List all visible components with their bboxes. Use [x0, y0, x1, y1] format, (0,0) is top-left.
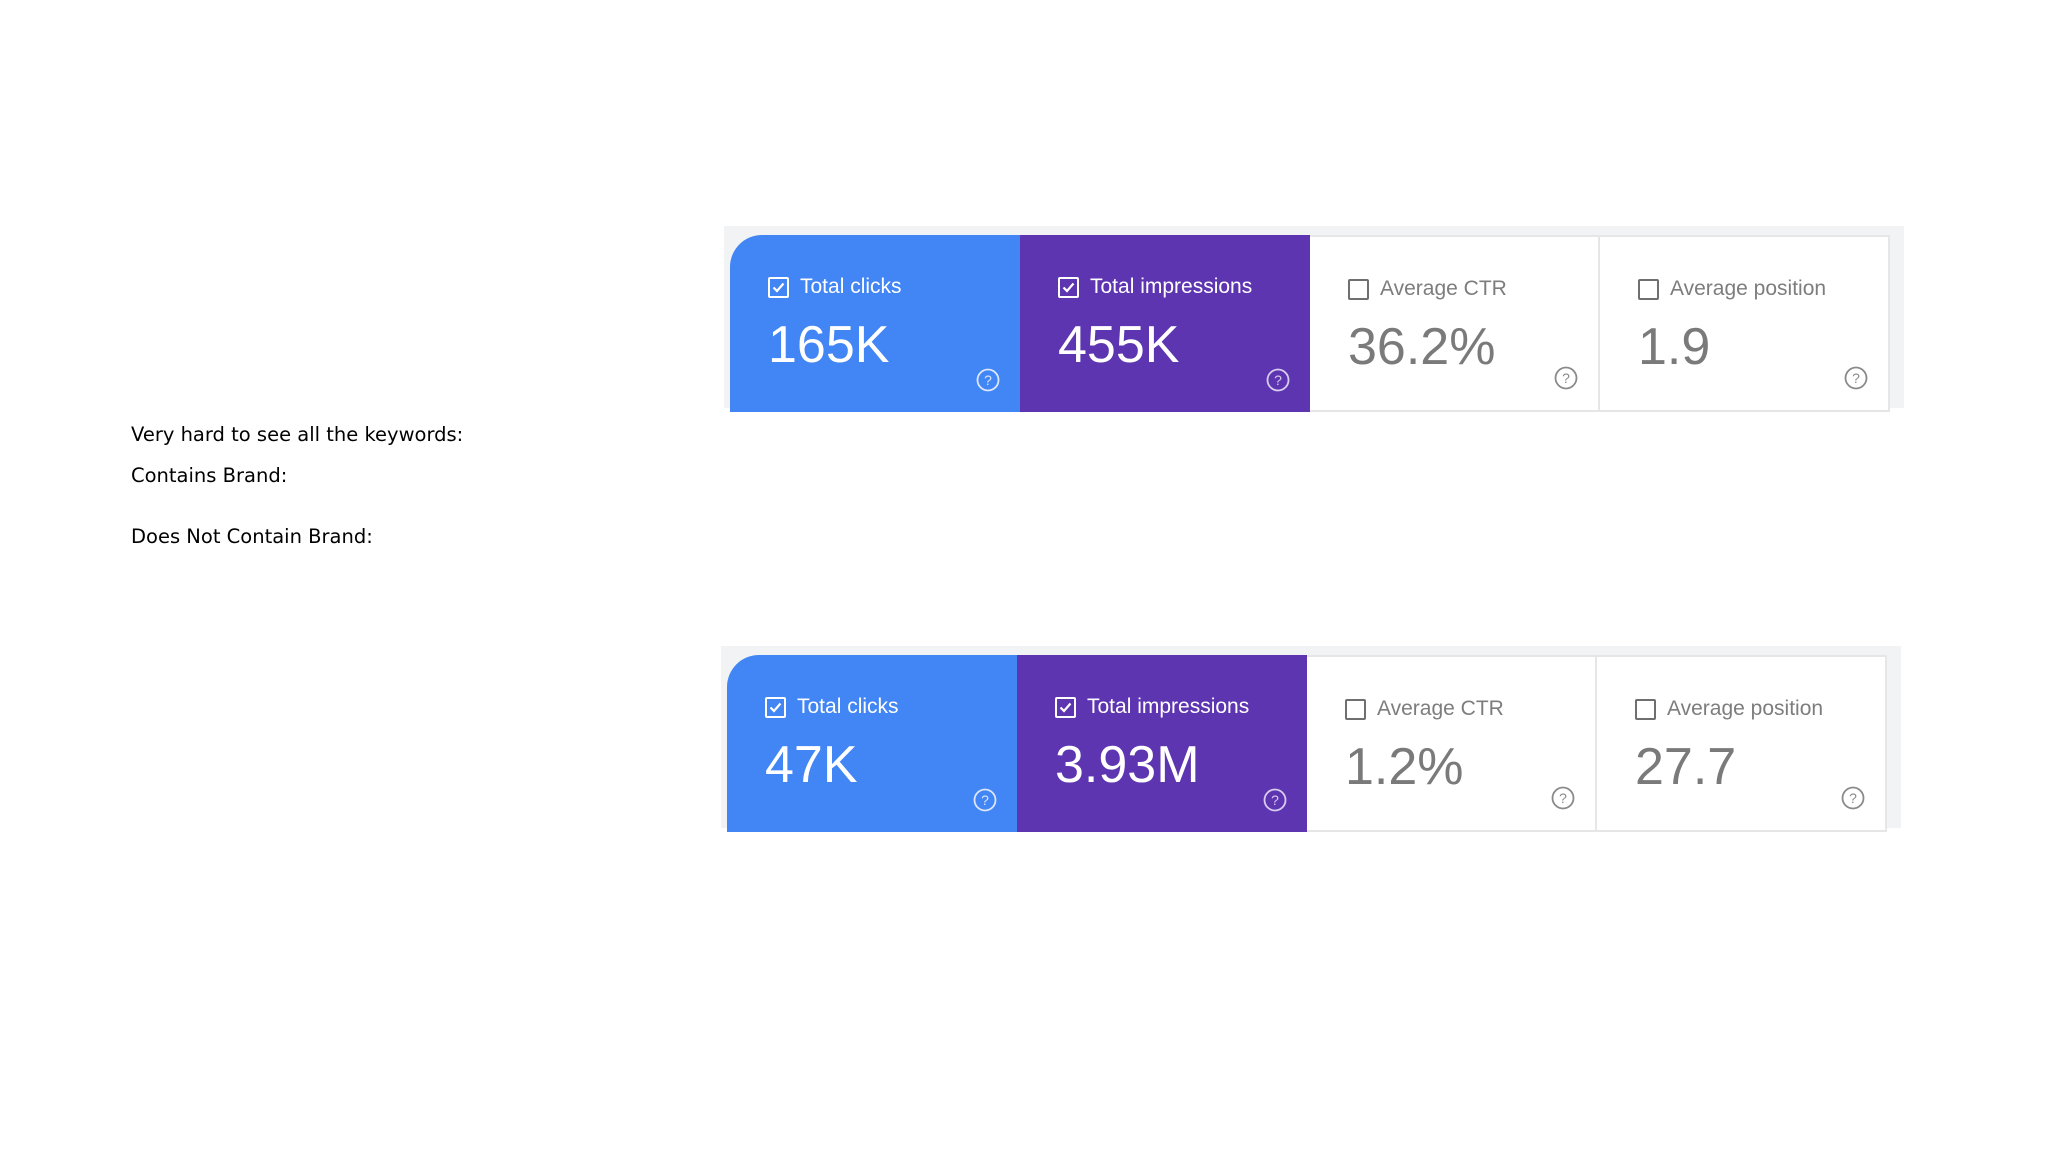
help-icon[interactable]: ? — [1844, 366, 1868, 390]
metric-card-average-ctr[interactable]: Average CTR 36.2% ? — [1310, 235, 1600, 412]
help-icon[interactable]: ? — [1554, 366, 1578, 390]
svg-text:?: ? — [1562, 370, 1570, 386]
metric-card-average-position[interactable]: Average position 27.7 ? — [1597, 655, 1887, 832]
metrics-panel-does-not-contain-brand: Total clicks 47K ? Total impressions 3.9… — [721, 646, 1901, 832]
metric-checkbox[interactable] — [768, 277, 789, 298]
svg-text:?: ? — [1271, 792, 1279, 808]
metric-value: 165K — [768, 316, 890, 374]
metric-label: Total clicks — [797, 695, 899, 718]
does-not-contain-brand-label: Does Not Contain Brand: — [131, 525, 373, 548]
metric-checkbox[interactable] — [765, 697, 786, 718]
help-icon[interactable]: ? — [976, 368, 1000, 392]
help-icon[interactable]: ? — [1551, 786, 1575, 810]
svg-text:?: ? — [1849, 790, 1857, 806]
metric-value: 3.93M — [1055, 736, 1200, 794]
help-icon[interactable]: ? — [1266, 368, 1290, 392]
metric-checkbox-empty[interactable] — [1635, 699, 1656, 720]
check-icon — [1059, 702, 1072, 713]
help-icon[interactable]: ? — [973, 788, 997, 812]
metric-checkbox-empty[interactable] — [1345, 699, 1366, 720]
metric-value: 1.2% — [1345, 738, 1464, 796]
metric-card-total-clicks[interactable]: Total clicks 47K ? — [727, 655, 1017, 832]
svg-text:?: ? — [984, 372, 992, 388]
check-icon — [769, 702, 782, 713]
metric-label: Total impressions — [1090, 275, 1253, 298]
metric-label: Average CTR — [1377, 697, 1504, 720]
metric-checkbox-empty[interactable] — [1638, 279, 1659, 300]
metric-card-total-impressions[interactable]: Total impressions 3.93M ? — [1017, 655, 1307, 832]
metric-checkbox[interactable] — [1058, 277, 1079, 298]
metrics-panel-contains-brand: Total clicks 165K ? Total impressions 45… — [724, 226, 1904, 412]
metric-label: Average position — [1667, 697, 1824, 720]
check-icon — [1062, 282, 1075, 293]
help-icon[interactable]: ? — [1841, 786, 1865, 810]
help-icon[interactable]: ? — [1263, 788, 1287, 812]
metric-value: 1.9 — [1638, 318, 1711, 376]
metric-label: Total clicks — [800, 275, 902, 298]
metric-label: Total impressions — [1087, 695, 1250, 718]
metric-value: 47K — [765, 736, 858, 794]
svg-text:?: ? — [981, 792, 989, 808]
contains-brand-label: Contains Brand: — [131, 464, 288, 487]
svg-text:?: ? — [1559, 790, 1567, 806]
svg-text:?: ? — [1852, 370, 1860, 386]
metric-checkbox-empty[interactable] — [1348, 279, 1369, 300]
keywords-note: Very hard to see all the keywords: — [131, 423, 464, 446]
metric-label: Average position — [1670, 277, 1827, 300]
metric-card-total-impressions[interactable]: Total impressions 455K ? — [1020, 235, 1310, 412]
metric-card-average-position[interactable]: Average position 1.9 ? — [1600, 235, 1890, 412]
svg-text:?: ? — [1274, 372, 1282, 388]
check-icon — [772, 282, 785, 293]
metric-card-average-ctr[interactable]: Average CTR 1.2% ? — [1307, 655, 1597, 832]
metric-value: 455K — [1058, 316, 1180, 374]
metric-checkbox[interactable] — [1055, 697, 1076, 718]
metric-value: 27.7 — [1635, 738, 1737, 796]
metric-label: Average CTR — [1380, 277, 1507, 300]
metric-value: 36.2% — [1348, 318, 1496, 376]
metric-card-total-clicks[interactable]: Total clicks 165K ? — [730, 235, 1020, 412]
